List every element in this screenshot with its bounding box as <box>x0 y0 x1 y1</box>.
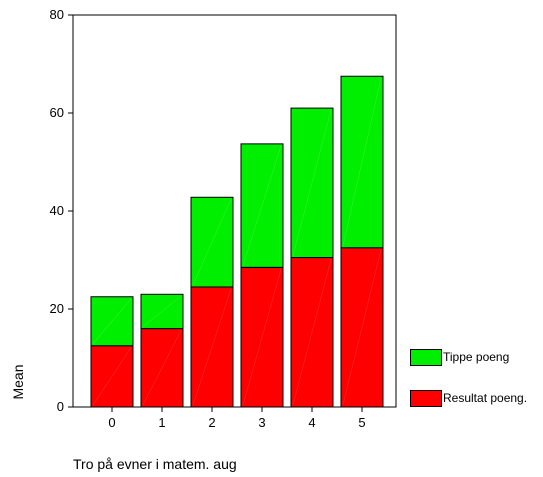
bar-hatch-line <box>142 330 182 406</box>
bar-hatch-line <box>342 249 382 406</box>
x-tick-label: 2 <box>208 415 215 430</box>
bar-hatch-line <box>242 145 282 266</box>
bar-segment-tippe-poeng <box>240 143 284 268</box>
bar-segment-tippe-poeng <box>190 196 234 288</box>
bar-segment-tippe-poeng <box>90 296 134 347</box>
legend-item-tippe-poeng: Tippe poeng <box>410 348 509 366</box>
bar-segment-resultat-poeng <box>190 286 234 408</box>
bar-segment-tippe-poeng <box>290 107 334 259</box>
bar-segment-tippe-poeng <box>140 293 184 330</box>
bar-hatch-line <box>92 298 132 344</box>
x-tick-label: 4 <box>308 415 315 430</box>
bar-hatch-line <box>192 199 232 286</box>
x-tick-label: 0 <box>108 415 115 430</box>
y-tick-label: 0 <box>57 399 64 414</box>
x-tick-label: 5 <box>358 415 365 430</box>
x-tick-label: 1 <box>158 415 165 430</box>
y-tick-label: 20 <box>50 301 64 316</box>
legend-label-resultat-poeng: Resultat poeng. <box>443 391 528 405</box>
bar-hatch-line <box>92 347 132 406</box>
bar-hatch-line <box>242 269 282 406</box>
legend-label-tippe-poeng: Tippe poeng <box>443 350 510 364</box>
y-tick-label: 60 <box>50 105 64 120</box>
legend-item-resultat-poeng: Resultat poeng. <box>410 389 527 407</box>
bar-hatch-line <box>292 110 332 256</box>
legend-swatch-green <box>410 348 442 366</box>
bar-hatch-line <box>342 78 382 246</box>
bar-hatch-line <box>142 296 182 327</box>
y-axis-label: Mean <box>10 364 26 400</box>
y-tick-label: 80 <box>50 7 64 22</box>
x-tick-label: 3 <box>258 415 265 430</box>
bar-hatch-line <box>292 259 332 406</box>
y-tick-label: 40 <box>50 203 64 218</box>
legend-swatch-red <box>410 389 442 407</box>
bar-segment-resultat-poeng <box>340 247 384 408</box>
bar-segment-tippe-poeng <box>340 75 384 249</box>
bar-hatch-line <box>192 288 232 406</box>
x-axis-label: Tro på evner i matem. aug <box>73 456 237 472</box>
